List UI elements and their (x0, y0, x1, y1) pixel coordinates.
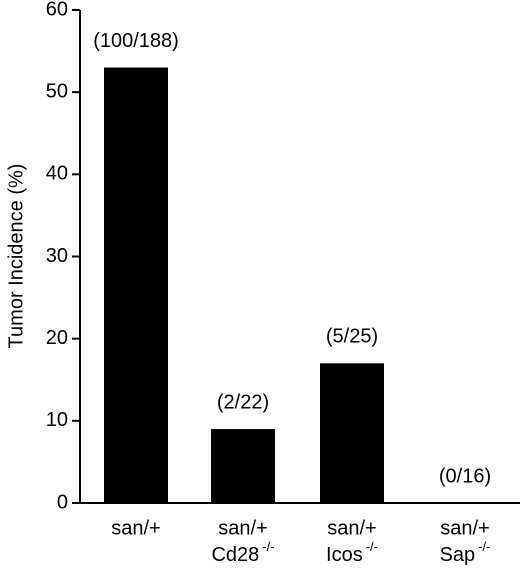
y-tick-label: 0 (57, 491, 68, 513)
bar-annotation: (0/16) (439, 465, 491, 487)
genotype-name: Icos (326, 544, 363, 566)
x-tick-label: san/+ (440, 517, 489, 539)
bar-annotation: (100/188) (93, 30, 179, 52)
genotype-name: Cd28 (211, 544, 259, 566)
y-tick-label: 10 (46, 409, 68, 431)
x-tick-genotype: Cd28 -/- (211, 539, 274, 566)
bar (320, 363, 384, 503)
genotype-sup: -/- (366, 539, 378, 554)
genotype-name: Sap (440, 544, 476, 566)
x-tick-genotype: Icos -/- (326, 539, 378, 566)
bar-annotation: (5/25) (326, 326, 378, 348)
bar (211, 429, 275, 503)
bar-annotation: (2/22) (217, 391, 269, 413)
x-tick-label: san/+ (111, 517, 160, 539)
x-tick-label: san/+ (327, 517, 376, 539)
y-tick-label: 30 (46, 245, 68, 267)
x-tick-genotype: Sap -/- (440, 539, 491, 566)
y-axis-label: Tumor Incidence (%) (5, 164, 27, 349)
x-tick-label: san/+ (218, 517, 267, 539)
genotype-sup: -/- (262, 539, 274, 554)
y-tick-label: 20 (46, 327, 68, 349)
y-tick-label: 50 (46, 80, 68, 102)
genotype-sup: -/- (478, 539, 490, 554)
y-tick-label: 40 (46, 163, 68, 185)
bar (104, 67, 168, 504)
y-tick-label: 60 (46, 0, 68, 20)
